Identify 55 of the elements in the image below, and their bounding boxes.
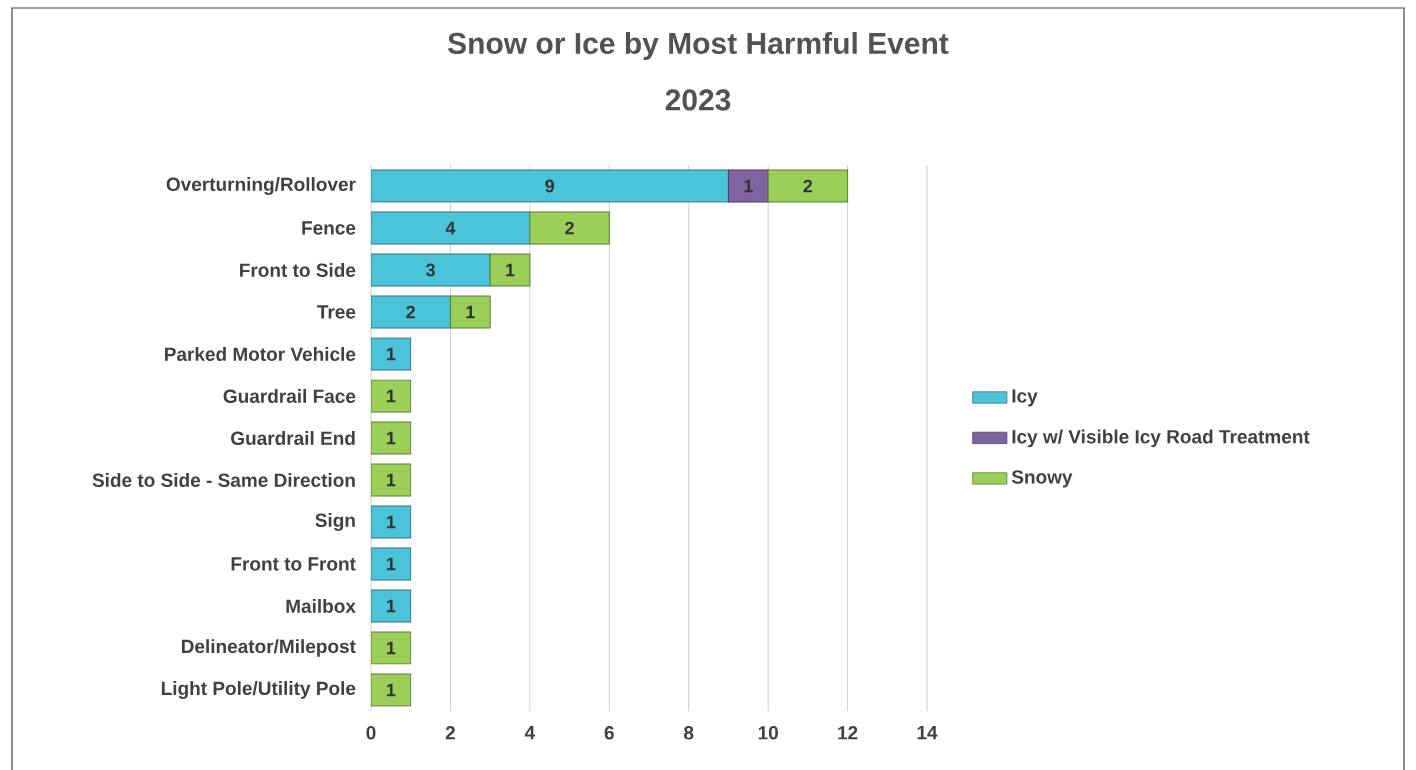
data-label: 1 — [386, 515, 396, 529]
data-label: 1 — [386, 557, 396, 571]
y-tick-label: Parked Motor Vehicle — [165, 347, 356, 361]
y-tick-label: Guardrail Face — [223, 389, 356, 403]
bar — [371, 631, 412, 665]
bar — [371, 673, 412, 707]
bar — [371, 253, 491, 287]
data-label: 1 — [466, 305, 475, 319]
legend-label: Snowy — [1011, 470, 1073, 488]
bar — [371, 379, 412, 413]
bar — [371, 295, 451, 329]
x-tick-label: 10 — [758, 726, 778, 740]
data-label: 4 — [445, 221, 456, 235]
y-tick-label: Overturning/Rollover — [166, 177, 356, 195]
data-label: 2 — [803, 179, 813, 193]
y-tick-label: Front to Front — [231, 557, 356, 571]
chart-title: Snow or Ice by Most Harmful Event — [448, 32, 949, 60]
y-tick-label: Tree — [317, 305, 356, 319]
legend-label: Icy w/ Visible Icy Road Treatment — [1012, 429, 1310, 448]
legend-label: Icy — [1012, 389, 1038, 407]
data-label: 1 — [386, 347, 396, 361]
chart-subtitle: 2023 — [665, 89, 731, 111]
x-tick-label: 2 — [445, 726, 455, 740]
x-tick-label: 0 — [366, 726, 376, 740]
data-label: 3 — [425, 263, 435, 277]
bar — [449, 295, 491, 329]
data-label: 1 — [386, 431, 396, 445]
x-tick-label: 4 — [524, 726, 536, 740]
y-tick-label: Delineator/Milepost — [181, 639, 356, 657]
data-label: 1 — [386, 473, 396, 487]
data-label: 1 — [506, 263, 515, 277]
data-label: 1 — [386, 641, 396, 655]
x-tick-label: 12 — [838, 726, 858, 740]
y-tick-label: Side to Side - Same Direction — [92, 473, 355, 487]
y-tick-label: Light Pole/Utility Pole — [161, 681, 356, 699]
bar — [767, 169, 849, 203]
data-label: 1 — [744, 179, 753, 193]
x-tick-label: 8 — [684, 726, 694, 740]
data-label: 2 — [565, 221, 574, 235]
bar — [489, 253, 531, 287]
y-tick-label: Sign — [315, 513, 355, 531]
data-label: 2 — [406, 305, 415, 319]
data-label: 9 — [545, 179, 555, 193]
bar — [529, 211, 610, 245]
y-tick-label: Fence — [302, 221, 356, 235]
y-tick-label: Guardrail End — [231, 431, 355, 445]
bar — [371, 337, 412, 371]
x-tick-label: 6 — [604, 726, 614, 740]
y-tick-label: Front to Side — [240, 263, 356, 277]
data-label: 1 — [386, 599, 396, 613]
data-label: 1 — [386, 683, 396, 697]
y-tick-label: Mailbox — [286, 599, 356, 613]
data-label: 1 — [386, 389, 396, 403]
bar — [727, 169, 769, 203]
x-tick-label: 14 — [917, 726, 938, 740]
